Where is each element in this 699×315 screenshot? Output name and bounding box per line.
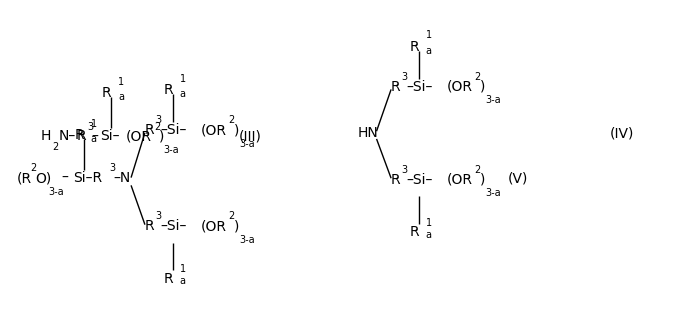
Text: ): ) [159, 129, 164, 143]
Text: R: R [391, 80, 401, 94]
Text: 1: 1 [118, 77, 124, 87]
Text: (III): (III) [238, 129, 261, 143]
Text: 2: 2 [475, 72, 481, 82]
Text: R: R [145, 123, 154, 137]
Text: (OR: (OR [201, 219, 226, 233]
Text: ): ) [480, 80, 485, 94]
Text: –Si–: –Si– [406, 173, 433, 187]
Text: Si–R: Si–R [73, 171, 103, 185]
Text: (V): (V) [507, 171, 528, 185]
Text: 3: 3 [401, 165, 408, 175]
Text: (OR: (OR [447, 80, 473, 94]
Text: 3: 3 [401, 72, 408, 82]
Text: 2: 2 [154, 122, 160, 132]
Text: R: R [145, 219, 154, 233]
Text: a: a [426, 46, 432, 56]
Text: –Si–: –Si– [160, 123, 187, 137]
Text: Si–: Si– [101, 129, 120, 143]
Text: R: R [410, 226, 419, 239]
Text: R: R [410, 40, 419, 54]
Text: HN: HN [358, 126, 379, 140]
Text: 3-a: 3-a [48, 186, 64, 197]
Text: 3-a: 3-a [485, 188, 501, 198]
Text: R: R [77, 129, 87, 143]
Text: (OR: (OR [201, 123, 226, 137]
Text: H: H [41, 129, 51, 143]
Text: (IV): (IV) [610, 126, 634, 140]
Text: 1: 1 [180, 264, 186, 274]
Text: R: R [75, 128, 85, 142]
Text: R: R [102, 86, 112, 100]
Text: 3-a: 3-a [239, 235, 255, 244]
Text: 3-a: 3-a [485, 95, 501, 105]
Text: O): O) [36, 171, 52, 185]
Text: 1: 1 [426, 30, 432, 40]
Text: a: a [91, 134, 97, 144]
Text: 2: 2 [228, 211, 234, 221]
Text: 3-a: 3-a [239, 139, 255, 149]
Text: (R: (R [17, 171, 31, 185]
Text: ): ) [480, 173, 485, 187]
Text: –Si–: –Si– [406, 80, 433, 94]
Text: –: – [62, 171, 69, 185]
Text: 2: 2 [31, 163, 37, 174]
Text: R: R [164, 272, 173, 286]
Text: –Si–: –Si– [160, 219, 187, 233]
Text: 3: 3 [155, 211, 161, 221]
Text: (OR: (OR [127, 129, 152, 143]
Text: 2: 2 [52, 142, 59, 152]
Text: ): ) [233, 123, 239, 137]
Text: 1: 1 [180, 74, 186, 84]
Text: a: a [118, 92, 124, 102]
Text: 3: 3 [87, 122, 94, 132]
Text: (OR: (OR [447, 173, 473, 187]
Text: 3: 3 [155, 116, 161, 125]
Text: a: a [180, 89, 186, 99]
Text: 3: 3 [110, 163, 116, 174]
Text: 3-a: 3-a [164, 145, 179, 155]
Text: 1: 1 [426, 218, 432, 227]
Text: N–: N– [58, 129, 75, 143]
Text: 2: 2 [228, 116, 234, 125]
Text: 2: 2 [475, 165, 481, 175]
Text: R: R [164, 83, 173, 97]
Text: R: R [391, 173, 401, 187]
Text: a: a [180, 276, 186, 286]
Text: –N: –N [114, 171, 131, 185]
Text: –: – [92, 129, 99, 143]
Text: ): ) [233, 219, 239, 233]
Text: a: a [426, 230, 432, 240]
Text: 1: 1 [91, 118, 97, 129]
